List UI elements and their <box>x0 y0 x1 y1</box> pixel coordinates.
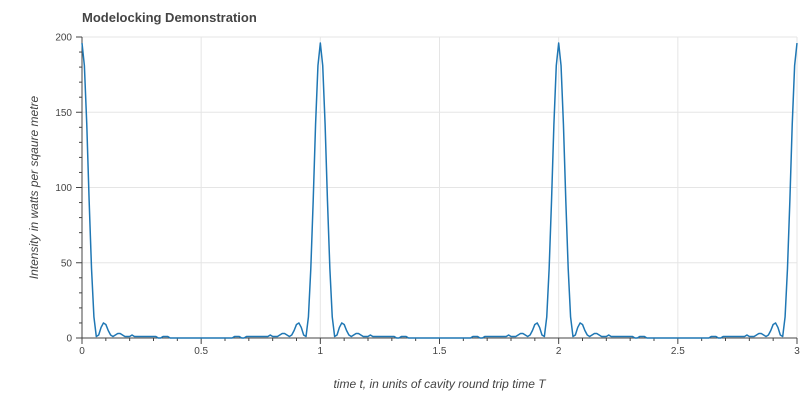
y-tick-label: 100 <box>55 183 72 194</box>
tick-labels: 0 0.5 1 1.5 2 2.5 3 0 50 100 150 200 <box>55 33 800 358</box>
y-axis-label: Intensity in watts per sqaure metre <box>27 95 41 279</box>
series-layer <box>81 42 798 339</box>
x-tick-label: 0.5 <box>194 346 208 357</box>
x-tick-label: 0 <box>79 346 85 357</box>
x-tick-label: 3 <box>794 346 800 357</box>
x-tick-label: 1.5 <box>433 346 447 357</box>
y-tick-label: 200 <box>55 33 72 44</box>
chart-title: Modelocking Demonstration <box>82 10 257 25</box>
x-axis-label: time t, in units of cavity round trip ti… <box>333 377 547 391</box>
y-tick-label: 150 <box>55 108 72 119</box>
x-tick-label: 1 <box>318 346 324 357</box>
x-tick-label: 2.5 <box>671 346 685 357</box>
axes <box>76 36 798 344</box>
grid-lines <box>81 36 798 339</box>
series-line <box>81 42 798 339</box>
y-tick-label: 0 <box>66 334 72 345</box>
x-tick-label: 2 <box>556 346 562 357</box>
y-tick-label: 50 <box>61 258 73 269</box>
